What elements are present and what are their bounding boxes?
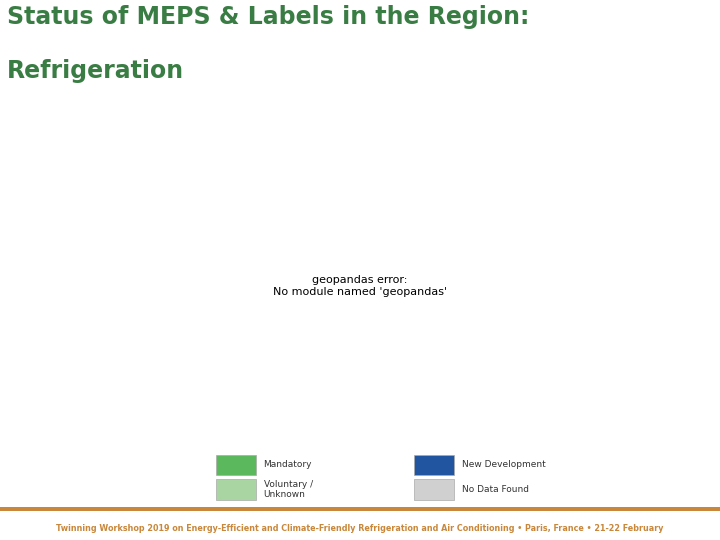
Bar (0, 507, 720, 511)
Text: No Data Found: No Data Found (462, 485, 528, 494)
FancyBboxPatch shape (414, 455, 454, 475)
Text: Status of MEPS & Labels in the Region:: Status of MEPS & Labels in the Region: (7, 5, 530, 29)
Text: New Development: New Development (462, 461, 545, 469)
Text: Refrigeration: Refrigeration (7, 59, 184, 83)
Text: geopandas error:
No module named 'geopandas': geopandas error: No module named 'geopan… (273, 275, 447, 297)
FancyBboxPatch shape (414, 479, 454, 500)
Text: Twinning Workshop 2019 on Energy-Efficient and Climate-Friendly Refrigeration an: Twinning Workshop 2019 on Energy-Efficie… (56, 524, 664, 533)
FancyBboxPatch shape (216, 455, 256, 475)
Text: Mandatory: Mandatory (264, 461, 312, 469)
FancyBboxPatch shape (216, 479, 256, 500)
Text: Voluntary /
Unknown: Voluntary / Unknown (264, 480, 312, 499)
